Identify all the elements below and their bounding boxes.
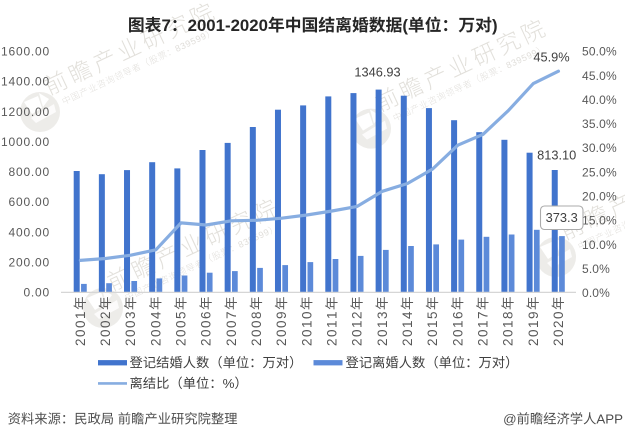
svg-text:2019: 2019: [526, 311, 541, 346]
svg-text:30.0%: 30.0%: [582, 141, 617, 155]
svg-text:50.0%: 50.0%: [582, 45, 617, 59]
svg-text:15.0%: 15.0%: [582, 214, 617, 228]
svg-text:2008: 2008: [249, 311, 264, 346]
svg-text:0.00: 0.00: [23, 286, 49, 300]
svg-text:800.00: 800.00: [9, 165, 50, 179]
svg-text:2009: 2009: [274, 311, 289, 346]
svg-text:25.0%: 25.0%: [582, 165, 617, 179]
svg-text:400.00: 400.00: [9, 225, 50, 239]
svg-text:0.0%: 0.0%: [582, 286, 610, 300]
svg-text:2014: 2014: [400, 311, 415, 346]
svg-text:40.0%: 40.0%: [582, 93, 617, 107]
svg-text:2018: 2018: [501, 311, 516, 346]
svg-text:45.0%: 45.0%: [582, 69, 617, 83]
svg-text:2001: 2001: [73, 311, 88, 346]
svg-text:200.00: 200.00: [9, 255, 50, 269]
svg-text:1400.00: 1400.00: [1, 75, 50, 89]
svg-text:2017: 2017: [475, 311, 490, 346]
svg-text:1200.00: 1200.00: [1, 105, 50, 119]
svg-text:2007: 2007: [224, 311, 239, 346]
svg-text:%: %: [223, 376, 235, 391]
svg-text:373.3: 373.3: [546, 210, 578, 225]
svg-text:35.0%: 35.0%: [582, 117, 617, 131]
svg-text:45.9%: 45.9%: [533, 50, 569, 65]
svg-text:20.0%: 20.0%: [582, 190, 617, 204]
svg-text:1346.93: 1346.93: [354, 64, 400, 79]
svg-text:2011: 2011: [325, 311, 340, 346]
svg-text:2015: 2015: [425, 311, 440, 346]
svg-text:1600.00: 1600.00: [1, 45, 50, 59]
svg-text:2002: 2002: [98, 311, 113, 346]
svg-text:2004: 2004: [148, 311, 163, 346]
svg-text:2005: 2005: [174, 311, 189, 346]
svg-text:2013: 2013: [375, 311, 390, 346]
svg-text:2003: 2003: [123, 311, 138, 346]
svg-text:5.0%: 5.0%: [582, 262, 610, 276]
svg-text:600.00: 600.00: [9, 195, 50, 209]
svg-text:2020: 2020: [551, 311, 566, 346]
svg-text:10.0%: 10.0%: [582, 238, 617, 252]
svg-text:813.10: 813.10: [537, 147, 576, 162]
svg-text:1000.00: 1000.00: [1, 135, 50, 149]
svg-text:2012: 2012: [350, 311, 365, 346]
svg-text:2010: 2010: [299, 311, 314, 346]
svg-text:2006: 2006: [199, 311, 214, 346]
svg-text:2016: 2016: [450, 311, 465, 346]
